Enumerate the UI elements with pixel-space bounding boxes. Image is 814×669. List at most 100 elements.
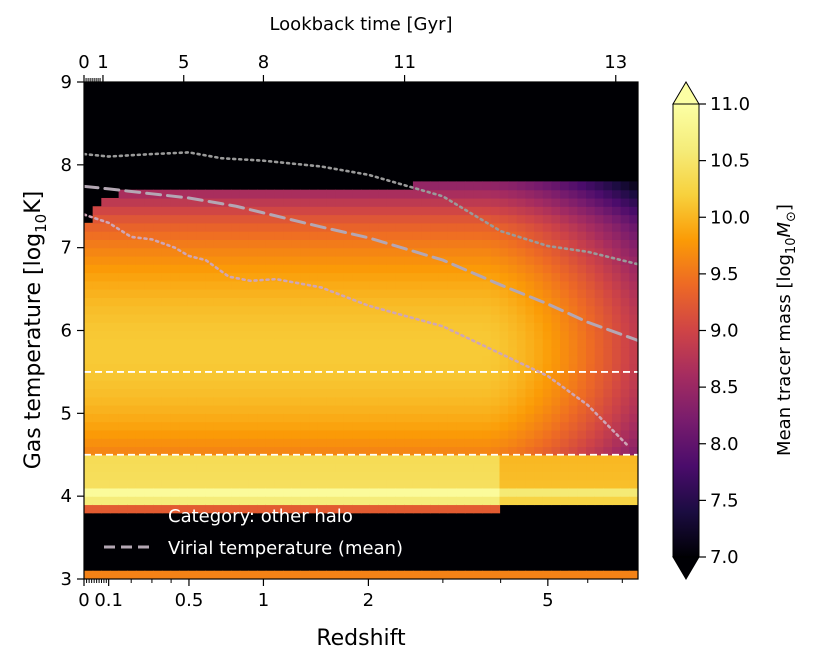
heatmap-cell: [525, 479, 535, 489]
heatmap-cell: [205, 206, 215, 216]
heatmap-cell: [222, 206, 232, 216]
heatmap-cell: [412, 305, 423, 315]
heatmap-cell: [612, 330, 622, 340]
heatmap-cell: [343, 272, 353, 282]
heatmap-cell: [568, 206, 579, 216]
heatmap-cell: [386, 247, 397, 257]
heatmap-cell: [135, 231, 146, 240]
heatmap-cell: [109, 297, 120, 307]
heatmap-cell: [508, 322, 518, 332]
heatmap-cell: [291, 322, 302, 332]
heatmap-cell: [239, 413, 250, 423]
heatmap-cell: [257, 347, 267, 356]
heatmap-cell: [421, 463, 431, 472]
heatmap-cell: [395, 214, 405, 224]
heatmap-cell: [473, 454, 483, 464]
heatmap-cell: [274, 297, 284, 307]
heatmap-cell: [586, 289, 596, 298]
heatmap-cell: [257, 438, 267, 448]
heatmap-cell: [534, 371, 544, 381]
heatmap-cell: [309, 330, 319, 340]
heatmap-cell: [248, 322, 258, 332]
heatmap-cell: [101, 305, 111, 315]
heatmap-cell: [473, 322, 483, 332]
heatmap-cell: [603, 330, 613, 340]
heatmap-cell: [291, 438, 302, 448]
heatmap-cell: [135, 272, 146, 282]
heatmap-cell: [196, 206, 206, 216]
heatmap-cell: [187, 363, 198, 373]
heatmap-cell: [594, 189, 604, 199]
heatmap-cell: [101, 479, 111, 489]
heatmap-cell: [101, 463, 111, 472]
x-tick-label: 1: [258, 590, 269, 611]
heatmap-cell: [84, 413, 94, 423]
heatmap-cell: [629, 380, 638, 390]
heatmap-cell: [205, 355, 215, 365]
heatmap-cell: [430, 214, 440, 224]
heatmap-cell: [369, 355, 379, 365]
heatmap-cell: [386, 264, 397, 274]
heatmap-cell: [499, 429, 509, 439]
heatmap-cell: [560, 189, 570, 199]
heatmap-cell: [283, 313, 293, 323]
heatmap-cell: [438, 197, 449, 207]
heatmap-cell: [335, 197, 345, 207]
heatmap-cell: [127, 471, 137, 481]
heatmap-cell: [430, 289, 440, 298]
heatmap-cell: [265, 313, 276, 323]
heatmap-cell: [586, 454, 596, 464]
heatmap-cell: [361, 280, 371, 290]
heatmap-cell: [534, 289, 544, 298]
heatmap-cell: [231, 438, 241, 448]
heatmap-cell: [84, 487, 94, 497]
heatmap-cell: [568, 214, 579, 224]
heatmap-cell: [404, 289, 414, 298]
heatmap-cell: [447, 454, 457, 464]
heatmap-cell: [101, 413, 111, 423]
heatmap-cell: [153, 214, 163, 224]
heatmap-cell: [421, 471, 431, 481]
heatmap-cell: [421, 496, 431, 506]
heatmap-cell: [369, 396, 379, 406]
heatmap-cell: [499, 189, 509, 199]
heatmap-cell: [326, 280, 336, 290]
heatmap-cell: [257, 371, 267, 381]
heatmap-cell: [326, 355, 336, 365]
heatmap-cell: [161, 388, 172, 398]
y-tick-label: 9: [61, 72, 72, 93]
heatmap-cell: [386, 371, 397, 381]
heatmap-cell: [239, 487, 250, 497]
heatmap-cell: [205, 371, 215, 381]
heatmap-cell: [213, 421, 224, 431]
heatmap-cell: [620, 280, 630, 290]
heatmap-cell: [101, 487, 111, 497]
heatmap-cell: [369, 446, 379, 456]
heatmap-cell: [456, 214, 466, 224]
heatmap-cell: [386, 222, 397, 232]
heatmap-cell: [404, 280, 414, 290]
heatmap-cell: [144, 363, 154, 373]
heatmap-cell: [612, 289, 622, 298]
heatmap-cell: [248, 504, 258, 514]
heatmap-cell: [568, 363, 579, 373]
heatmap-cell: [361, 355, 371, 365]
heatmap-cell: [577, 222, 587, 232]
heatmap-cell: [222, 197, 232, 207]
heatmap-cell: [300, 504, 310, 514]
heatmap-cell: [508, 463, 518, 472]
heatmap-cell: [464, 231, 475, 240]
heatmap-cell: [421, 363, 431, 373]
heatmap-cell: [508, 363, 518, 373]
y-axis-title-main: Gas temperature [log: [21, 233, 46, 469]
heatmap-cell: [109, 289, 120, 298]
heatmap-cell: [603, 280, 613, 290]
heatmap-cell: [84, 338, 94, 348]
heatmap-cell: [257, 405, 267, 414]
heatmap-cell: [560, 570, 570, 579]
heatmap-cell: [456, 487, 466, 497]
heatmap-cell: [560, 181, 570, 191]
heatmap-cell: [516, 239, 527, 249]
heatmap-cell: [101, 347, 111, 356]
heatmap-cell: [101, 231, 111, 240]
